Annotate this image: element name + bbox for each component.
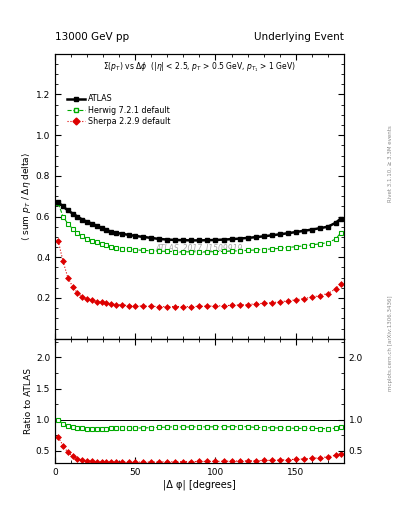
Y-axis label: Ratio to ATLAS: Ratio to ATLAS (24, 368, 33, 434)
Text: Rivet 3.1.10, ≥ 3.3M events: Rivet 3.1.10, ≥ 3.3M events (388, 125, 393, 202)
Y-axis label: $\langle$ sum $p_T$ / $\Delta\eta$ delta$\rangle$: $\langle$ sum $p_T$ / $\Delta\eta$ delta… (20, 152, 33, 241)
Text: $\Sigma(p_T)$ vs $\Delta\phi$  ($|\eta|$ < 2.5, $p_T$ > 0.5 GeV, $p_{T_1}$ > 1 G: $\Sigma(p_T)$ vs $\Delta\phi$ ($|\eta|$ … (103, 61, 296, 74)
Text: 13000 GeV pp: 13000 GeV pp (55, 32, 129, 42)
Text: ATLAS_2017_I1509919: ATLAS_2017_I1509919 (156, 243, 243, 252)
X-axis label: |Δ φ| [degrees]: |Δ φ| [degrees] (163, 480, 236, 490)
Text: Underlying Event: Underlying Event (254, 32, 344, 42)
Text: mcplots.cern.ch [arXiv:1306.3436]: mcplots.cern.ch [arXiv:1306.3436] (388, 295, 393, 391)
Legend: ATLAS, Herwig 7.2.1 default, Sherpa 2.2.9 default: ATLAS, Herwig 7.2.1 default, Sherpa 2.2.… (65, 92, 173, 129)
